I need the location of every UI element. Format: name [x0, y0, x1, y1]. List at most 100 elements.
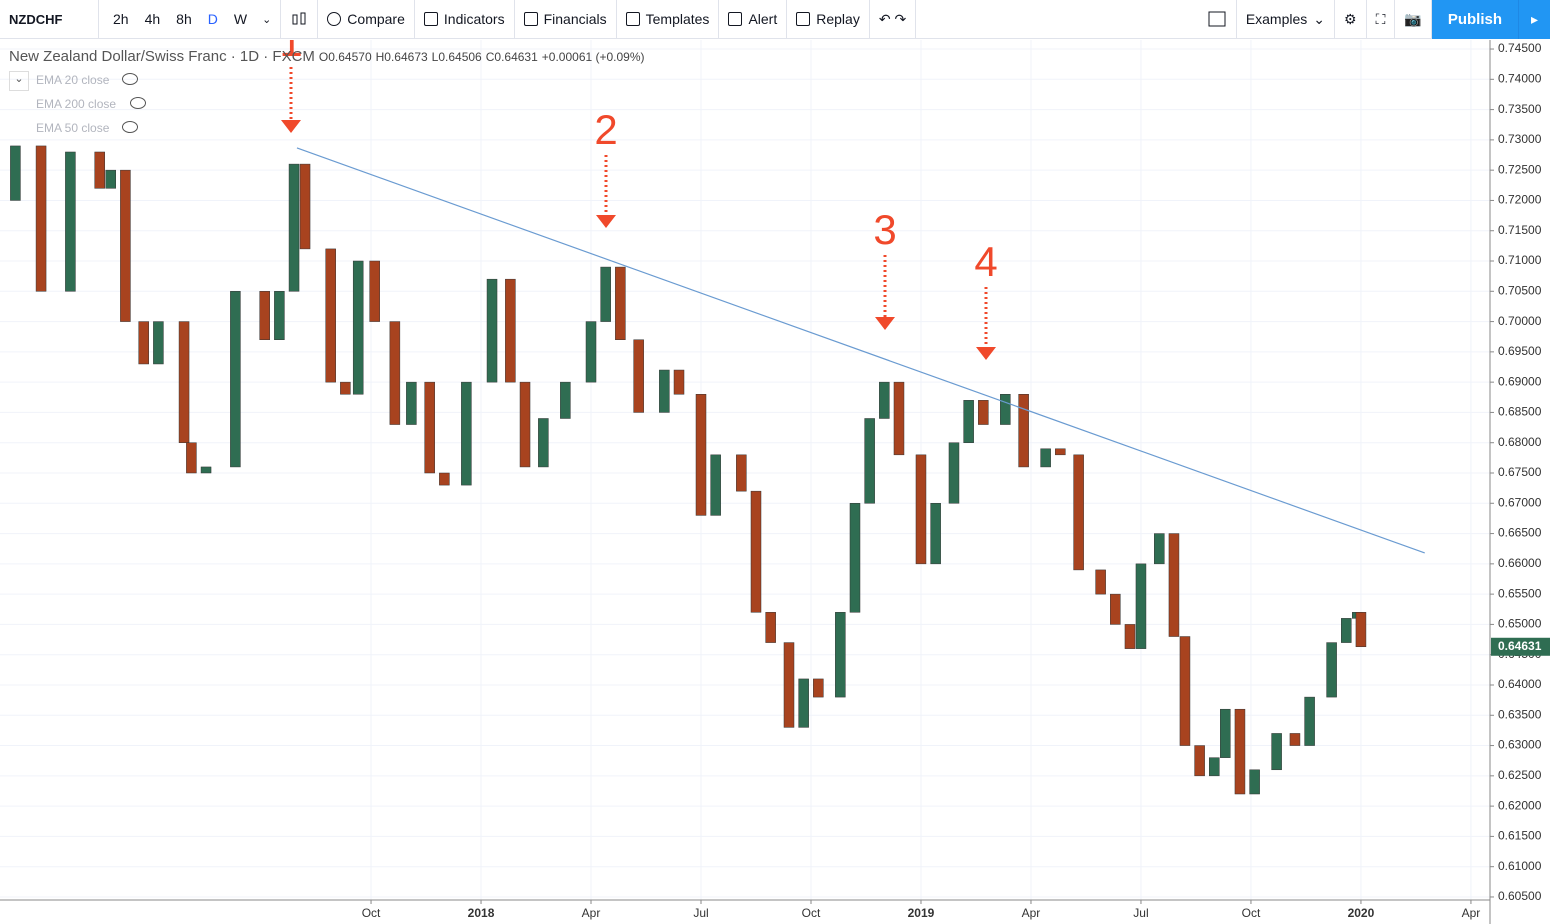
y-tick-label: 0.60500: [1498, 889, 1542, 903]
candle: [230, 291, 241, 468]
icon: [1208, 11, 1226, 27]
candle: [783, 642, 795, 728]
x-tick-label: Oct: [802, 906, 821, 920]
candle: [538, 418, 549, 468]
candle: [461, 381, 472, 486]
legend-title: New Zealand Dollar/Swiss Franc · 1D · FX…: [9, 48, 315, 65]
chart: 1 2 3 4 0.60500 0.61000 0.61500 0.62000 0.62500…: [0, 39, 1550, 924]
candle: [1220, 708, 1231, 758]
chart-style[interactable]: [281, 0, 319, 39]
y-tick-label: 0.61500: [1498, 829, 1542, 843]
candle: [200, 466, 212, 474]
button-label: Compare: [347, 11, 405, 27]
layout[interactable]: Examples ⌄: [1237, 0, 1336, 39]
annotation-arrowhead: [596, 215, 616, 228]
legend: New Zealand Dollar/Swiss Franc · 1D · FX…: [9, 48, 645, 65]
candle: [710, 454, 721, 516]
annotation-label: 1: [279, 39, 302, 65]
x-tick-label: 2019: [908, 906, 935, 920]
candle: [835, 612, 846, 698]
undo[interactable]: ↶ ↷: [870, 0, 917, 39]
candle: [849, 503, 861, 613]
interval[interactable]: D: [207, 11, 218, 27]
y-tick-label: 0.72000: [1498, 193, 1542, 207]
candle: [94, 151, 105, 189]
y-tick-label: 0.65500: [1498, 586, 1542, 600]
toolbar-button[interactable]: Financials: [515, 0, 617, 39]
y-tick-label: 0.70000: [1498, 314, 1542, 328]
y-tick-label: 0.63000: [1498, 738, 1542, 752]
fullscreen[interactable]: ⛶: [1367, 0, 1396, 39]
indicator-label: EMA 200 close: [36, 97, 117, 111]
ohlc-value: L0.64506: [431, 50, 482, 64]
candle: [1110, 593, 1121, 625]
interval[interactable]: 4h: [144, 11, 161, 27]
candle: [915, 454, 927, 565]
candle: [1209, 757, 1220, 777]
candle: [340, 381, 351, 395]
toolbar: NZDCHF 2h 4h 8h D W ⌄ Compare Indicators Financ…: [0, 0, 1550, 39]
candle: [798, 678, 809, 728]
toolbar-button[interactable]: Indicators: [415, 0, 515, 39]
candle: [1073, 454, 1084, 571]
indicator-label: EMA 50 close: [36, 121, 110, 135]
visibility-toggle[interactable]: [122, 73, 138, 85]
y-tick-label: 0.62000: [1498, 798, 1542, 812]
interval-menu[interactable]: ⌄: [262, 13, 272, 26]
toolbar-button[interactable]: Alert: [719, 0, 788, 39]
snapshot[interactable]: 📷: [1395, 0, 1432, 39]
trend-line: [296, 147, 1425, 554]
settings[interactable]: ⚙: [1335, 0, 1367, 39]
candle: [178, 321, 190, 443]
toolbar-button[interactable]: Compare: [318, 0, 415, 39]
y-tick-label: 0.74000: [1498, 71, 1542, 85]
toolbar-button[interactable]: Replay: [787, 0, 870, 39]
annotation-label: 3: [873, 206, 896, 253]
candle: [325, 248, 336, 383]
y-tick-label: 0.69000: [1498, 374, 1542, 388]
publish-button[interactable]: Publish: [1431, 0, 1518, 39]
visibility-toggle[interactable]: [122, 121, 138, 133]
y-tick-label: 0.74500: [1498, 41, 1542, 55]
candle: [978, 400, 989, 425]
y-tick-label: 0.66500: [1498, 526, 1542, 540]
y-tick-label: 0.70500: [1498, 283, 1542, 297]
x-tick-label: Apr: [1022, 906, 1041, 920]
y-tick-label: 0.64000: [1498, 677, 1542, 691]
x-tick-label: Jul: [693, 906, 708, 920]
icon: [728, 12, 743, 26]
candle: [105, 169, 116, 189]
layout-name: Examples: [1245, 11, 1308, 27]
candle: [406, 381, 417, 425]
x-tick-label: Apr: [1462, 906, 1481, 920]
candle: [138, 321, 149, 365]
visibility-toggle[interactable]: [130, 97, 146, 109]
x-tick-label: Apr: [582, 906, 601, 920]
interval[interactable]: 8h: [176, 11, 192, 27]
symbol[interactable]: NZDCHF: [0, 0, 99, 39]
toolbar-button[interactable]: Templates: [617, 0, 720, 39]
candle: [1194, 745, 1205, 777]
y-tick-label: 0.65000: [1498, 617, 1542, 631]
candle: [65, 151, 76, 292]
candle: [1000, 394, 1011, 425]
candle: [186, 442, 197, 474]
candle: [633, 339, 644, 413]
y-tick-label: 0.61000: [1498, 859, 1542, 873]
candle: [1055, 448, 1066, 456]
y-tick-label: 0.69500: [1498, 344, 1542, 358]
y-tick-label: 0.62500: [1498, 768, 1542, 782]
candle: [424, 381, 435, 474]
interval[interactable]: W: [233, 11, 248, 27]
interval[interactable]: 2h: [113, 11, 129, 27]
ohlc-value: C0.64631: [485, 50, 538, 64]
button-label: Replay: [816, 11, 860, 27]
collapse[interactable]: ⌄: [9, 71, 29, 91]
candle: [893, 381, 905, 456]
rect-tool[interactable]: [1198, 0, 1237, 39]
candle: [1179, 636, 1191, 746]
publish-menu[interactable]: ▸: [1518, 0, 1550, 39]
candle: [486, 278, 498, 383]
candle: [439, 472, 450, 486]
icon: [523, 12, 538, 26]
